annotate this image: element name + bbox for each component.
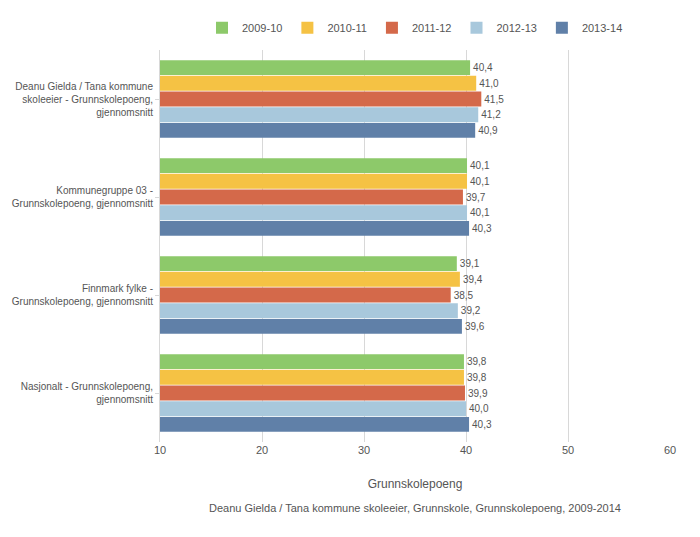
svg-text:2013-14: 2013-14 [582,22,622,34]
svg-text:Deanu Gielda / Tana kommunesko: Deanu Gielda / Tana kommuneskoleeier - G… [15,81,153,118]
svg-text:Nasjonalt - Grunnskolepoeng,gj: Nasjonalt - Grunnskolepoeng,gjennomsnitt [21,381,154,405]
svg-text:20: 20 [256,444,268,456]
svg-text:40,9: 40,9 [478,125,498,136]
svg-text:39,6: 39,6 [465,321,485,332]
svg-text:38,5: 38,5 [454,290,474,301]
svg-text:Kommunegruppe 03 -Grunnskolepo: Kommunegruppe 03 -Grunnskolepoeng, gjenn… [12,185,153,209]
svg-text:40: 40 [460,444,472,456]
svg-text:39,8: 39,8 [467,356,487,367]
svg-text:41,2: 41,2 [481,109,501,120]
svg-text:40,1: 40,1 [470,176,490,187]
svg-text:39,8: 39,8 [467,372,487,383]
svg-text:40,0: 40,0 [469,403,489,414]
svg-text:40,3: 40,3 [472,419,492,430]
svg-text:40,1: 40,1 [470,207,490,218]
svg-text:Deanu Gielda / Tana kommune sk: Deanu Gielda / Tana kommune skoleeier, G… [209,502,621,514]
svg-text:2012-13: 2012-13 [497,22,537,34]
svg-text:Finnmark fylke -Grunnskolepoen: Finnmark fylke -Grunnskolepoeng, gjennom… [12,283,153,307]
svg-text:39,2: 39,2 [461,305,481,316]
svg-text:39,9: 39,9 [468,388,488,399]
svg-text:39,1: 39,1 [460,258,480,269]
svg-text:41,5: 41,5 [484,94,504,105]
svg-text:40,1: 40,1 [470,160,490,171]
svg-text:30: 30 [358,444,370,456]
svg-text:60: 60 [664,444,676,456]
svg-text:39,7: 39,7 [466,192,486,203]
svg-text:40,3: 40,3 [472,223,492,234]
svg-text:40,4: 40,4 [473,62,493,73]
svg-text:Grunnskolepoeng: Grunnskolepoeng [368,477,463,491]
svg-text:10: 10 [154,444,166,456]
svg-text:2009-10: 2009-10 [242,22,282,34]
svg-text:50: 50 [562,444,574,456]
svg-text:39,4: 39,4 [463,274,483,285]
svg-text:41,0: 41,0 [479,78,499,89]
svg-text:2010-11: 2010-11 [327,22,367,34]
svg-text:2011-12: 2011-12 [412,22,452,34]
